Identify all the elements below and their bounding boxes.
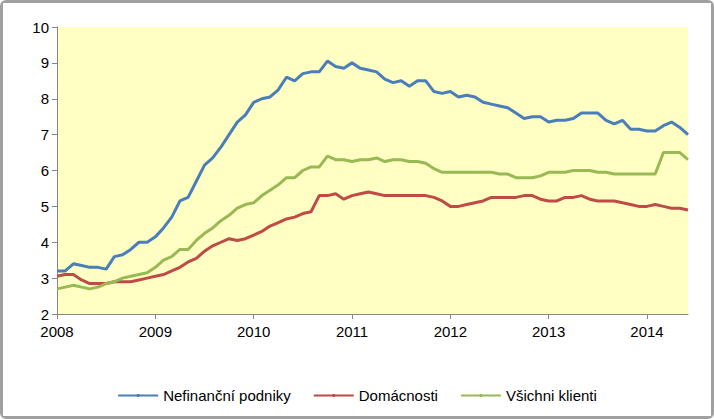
svg-text:2011: 2011: [336, 323, 368, 340]
svg-text:8: 8: [41, 90, 49, 107]
svg-text:2013: 2013: [532, 323, 565, 340]
svg-text:2010: 2010: [237, 323, 270, 340]
svg-text:3: 3: [41, 270, 49, 287]
svg-text:2014: 2014: [630, 323, 663, 340]
svg-text:2: 2: [41, 306, 49, 323]
svg-text:9: 9: [41, 54, 49, 71]
svg-text:2008: 2008: [40, 323, 73, 340]
svg-text:6: 6: [41, 162, 49, 179]
svg-text:Všichni klienti: Všichni klienti: [506, 387, 597, 404]
svg-text:10: 10: [32, 19, 49, 36]
svg-text:7: 7: [41, 126, 49, 143]
svg-text:5: 5: [41, 198, 49, 215]
svg-text:Nefinanční podniky: Nefinanční podniky: [163, 387, 291, 404]
svg-text:2012: 2012: [434, 323, 467, 340]
svg-text:4: 4: [41, 234, 49, 251]
svg-text:Domácnosti: Domácnosti: [359, 387, 438, 404]
svg-text:2009: 2009: [139, 323, 172, 340]
